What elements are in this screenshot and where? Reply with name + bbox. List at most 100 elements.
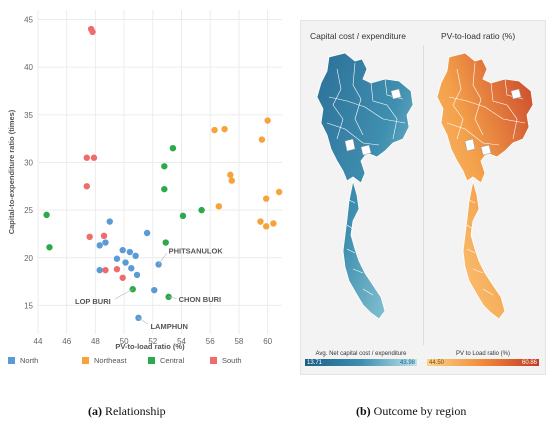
y-tick-label: 45 — [24, 16, 33, 25]
x-tick-label: 46 — [62, 337, 71, 346]
x-tick-label: 50 — [120, 337, 129, 346]
data-point-central — [43, 211, 50, 219]
data-point-northeast — [263, 195, 270, 202]
data-point-northeast — [258, 136, 266, 143]
data-point-north — [126, 248, 134, 256]
data-point-north — [122, 259, 129, 266]
y-tick-label: 20 — [24, 254, 33, 263]
x-tick-label: 60 — [263, 337, 272, 346]
legend-label-northeast: Northeast — [94, 356, 127, 365]
data-point-northeast — [228, 177, 235, 184]
data-point-central — [161, 185, 168, 193]
data-point-south — [113, 266, 121, 273]
colorbar-capital: Avg. Net capital cost / expenditure 13.7… — [305, 351, 417, 366]
data-point-north — [96, 266, 103, 274]
map-title-pv: PV-to-load ratio (%) — [441, 31, 516, 41]
data-point-north — [102, 239, 109, 246]
legend-swatch-north — [8, 357, 15, 364]
y-axis-title: Capital-to-expenditure ratio (times) — [7, 109, 16, 234]
data-point-northeast — [211, 126, 218, 134]
legend-item-south: South — [210, 356, 242, 365]
annotation-leader — [138, 317, 149, 325]
data-point-north — [132, 252, 139, 260]
x-tick-label: 52 — [148, 337, 157, 346]
legend-swatch-south — [210, 357, 217, 364]
grid-layer — [37, 10, 282, 334]
data-point-south — [83, 154, 91, 161]
data-point-central — [165, 293, 172, 301]
data-point-northeast — [264, 117, 271, 124]
annotation-label: LOP BURI — [75, 297, 111, 306]
x-tick-label: 58 — [234, 337, 243, 346]
data-point-central — [169, 144, 177, 152]
data-point-northeast — [227, 171, 234, 179]
colorbar-pv-gradient: 44.50 60.86 — [427, 359, 539, 366]
data-point-north — [128, 265, 135, 272]
data-point-northeast — [263, 223, 270, 230]
map-title-capital: Capital cost / expenditure — [310, 31, 406, 41]
data-point-south — [83, 183, 91, 190]
data-point-northeast — [221, 125, 228, 133]
data-point-north — [119, 246, 126, 254]
scatter-chart: 44 46 48 50 52 54 56 58 60 15 20 25 30 35 40 45 PV-to-l… — [7, 10, 283, 351]
data-point-south — [86, 233, 93, 240]
legend-label-north: North — [20, 356, 39, 365]
data-point-north — [151, 286, 158, 294]
x-tick-label: 44 — [34, 337, 43, 346]
caption-b-text: Outcome by region — [370, 404, 467, 418]
annotation-leader — [158, 253, 167, 265]
legend-item-north: North — [8, 356, 38, 365]
legend-label-central: Central — [160, 356, 185, 365]
data-point-central — [161, 163, 168, 170]
legend-item-central: Central — [148, 356, 184, 365]
data-point-north — [133, 271, 141, 279]
data-point-south — [100, 232, 108, 240]
data-point-north — [143, 229, 151, 237]
data-point-central — [46, 244, 53, 251]
legend-swatch-northeast — [82, 357, 89, 364]
map-divider — [423, 45, 424, 345]
caption-b-label: (b) — [356, 404, 371, 418]
data-point-south — [102, 266, 109, 274]
data-point-south — [90, 154, 98, 161]
annotation-label: PHITSANULOK — [169, 246, 224, 255]
colorbar-pv-title: PV to Load ratio (%) — [455, 351, 511, 357]
y-tick-label: 25 — [24, 206, 33, 215]
y-tick-label: 35 — [24, 111, 33, 120]
data-point-northeast — [257, 218, 264, 225]
caption-b: (b) Outcome by region — [356, 404, 466, 419]
data-point-central — [162, 239, 169, 246]
annotation-label: LAMPHUN — [150, 322, 188, 331]
colorbar-capital-title: Avg. Net capital cost / expenditure — [315, 351, 407, 357]
colorbar-capital-min: 13.71 — [307, 359, 323, 366]
caption-a: (a) Relationship — [88, 404, 166, 419]
thailand-map-capital — [316, 52, 414, 320]
data-point-north — [106, 218, 113, 225]
annotation-label: CHON BURI — [179, 295, 222, 304]
x-tick-label: 56 — [206, 337, 215, 346]
legend-swatch-central — [148, 357, 155, 364]
data-point-central — [198, 206, 205, 214]
data-point-central — [179, 212, 187, 220]
data-point-north — [113, 255, 121, 262]
tick-labels: 44 46 48 50 52 54 56 58 60 15 20 25 30 35 40 45 — [24, 16, 273, 346]
caption-a-text: Relationship — [102, 404, 166, 418]
annotation-leader — [168, 296, 177, 299]
y-tick-label: 15 — [24, 301, 33, 310]
annotation-leader — [114, 288, 133, 300]
y-tick-label: 30 — [24, 158, 33, 167]
legend: North Northeast Central South — [8, 356, 268, 370]
data-points — [43, 25, 283, 321]
x-tick-label: 48 — [91, 337, 100, 346]
data-point-northeast — [270, 220, 277, 227]
x-tick-label: 54 — [177, 337, 186, 346]
data-point-northeast — [215, 203, 223, 210]
point-annotations: PHITSANULOK CHON BURI LOP BURI LAMPHUN — [75, 246, 223, 330]
colorbar-pv-min: 44.50 — [429, 359, 445, 366]
legend-label-south: South — [222, 356, 242, 365]
data-point-south — [119, 274, 126, 281]
colorbar-capital-max: 43.98 — [399, 359, 415, 366]
thailand-map-pv — [436, 52, 534, 320]
x-axis-title: PV-to-load ratio (%) — [115, 342, 185, 351]
data-point-northeast — [275, 188, 283, 196]
